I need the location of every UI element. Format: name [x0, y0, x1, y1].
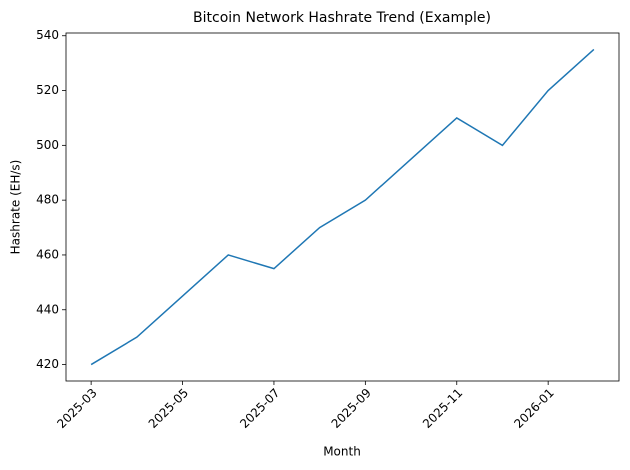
- x-tick-label: 2025-05: [146, 386, 191, 431]
- y-tick-label: 520: [36, 83, 59, 97]
- x-tick-label: 2025-03: [54, 386, 99, 431]
- plot-frame: [65, 32, 620, 382]
- y-tick-label: 500: [36, 138, 59, 152]
- y-tick-label: 480: [36, 193, 59, 207]
- x-tick-label: 2025-11: [420, 386, 465, 431]
- data-line: [90, 48, 595, 366]
- y-tick-label: 440: [36, 302, 59, 316]
- x-axis-label: Month: [323, 445, 361, 459]
- x-tick-label: 2025-07: [237, 386, 282, 431]
- y-tick-label: 460: [36, 247, 59, 261]
- y-tick-label: 420: [36, 357, 59, 371]
- chart-title: Bitcoin Network Hashrate Trend (Example): [193, 10, 491, 26]
- x-tick-label: 2025-09: [329, 386, 374, 431]
- x-tick-label: 2026-01: [511, 386, 556, 431]
- y-axis-label: Hashrate (EH/s): [9, 160, 23, 255]
- y-tick-label: 540: [36, 28, 59, 42]
